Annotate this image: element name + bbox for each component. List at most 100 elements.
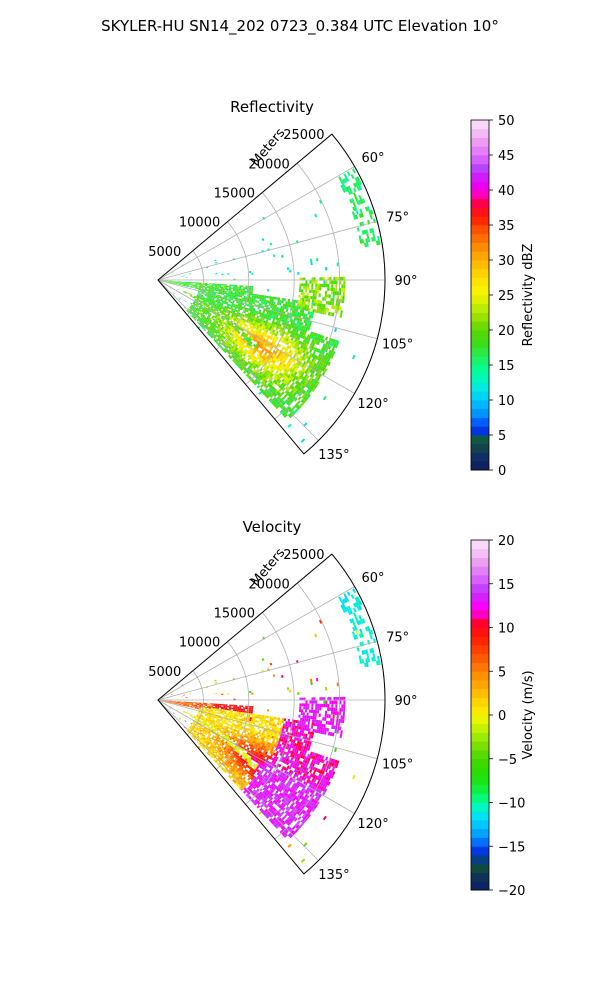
radar-gate (221, 332, 225, 336)
radar-gate (293, 765, 297, 769)
radar-gate (296, 390, 301, 395)
radar-gate (231, 293, 235, 296)
radar-gate (239, 771, 243, 775)
radar-gate (201, 745, 204, 749)
radar-gate (284, 314, 287, 318)
radar-gate (207, 294, 210, 297)
radar-gate (231, 729, 234, 733)
radar-gate (305, 286, 308, 290)
radar-gate (245, 362, 249, 366)
radar-gate (241, 758, 245, 762)
radar-gate (205, 284, 208, 287)
radar-gate (233, 715, 236, 718)
radar-gate (272, 329, 276, 333)
radar-gate (252, 740, 255, 744)
radar-gate (331, 732, 335, 737)
radar-gate (225, 287, 228, 289)
radar-gate (311, 387, 316, 393)
radar-gate (219, 338, 223, 341)
radar-gate (279, 354, 283, 358)
radar-gate (227, 751, 231, 754)
colorbar-tick-label: 5 (498, 429, 506, 444)
radar-gate (319, 703, 322, 708)
radar-gate (250, 711, 253, 714)
radar-gate (333, 707, 336, 712)
radar-gate (324, 768, 329, 773)
radar-gate (267, 755, 271, 759)
radar-gate (261, 734, 264, 738)
radar-gate (266, 794, 271, 798)
radar-gate (203, 282, 206, 284)
radar-gate (254, 321, 257, 325)
radar-gate (302, 726, 305, 731)
radar-gate (303, 721, 306, 725)
radar-gate (319, 773, 324, 779)
radar-gate (316, 780, 321, 785)
radar-gate (240, 763, 244, 767)
radar-gate (354, 602, 359, 607)
radar-gate (236, 348, 240, 352)
radar-gate (226, 330, 229, 333)
radar-gate (212, 325, 215, 328)
radar-gate (203, 328, 207, 332)
radar-gate (204, 294, 208, 297)
radar-gate (221, 284, 224, 286)
radar-gate (244, 338, 248, 342)
radar-gate (295, 766, 299, 770)
radar-gate (271, 321, 275, 325)
radar-gate (228, 300, 231, 303)
radar-gate (206, 309, 209, 312)
radar-gate (228, 747, 231, 750)
radar-gate (269, 298, 272, 302)
radar-gate (254, 329, 258, 333)
radar-gate (210, 325, 213, 328)
radar-gate (307, 718, 311, 723)
radar-gate (290, 751, 294, 755)
radar-gate (346, 171, 351, 177)
radar-gate (315, 340, 319, 345)
radar-gate (210, 306, 214, 309)
radar-gate (306, 355, 310, 360)
radar-gate (221, 335, 225, 339)
radar-gate (293, 311, 296, 315)
radar-gate (304, 817, 309, 822)
radar-gate (315, 783, 319, 788)
radar-gate (363, 229, 367, 235)
radar-gate (272, 311, 276, 315)
radar-gate (320, 362, 324, 367)
radar-gate (222, 348, 226, 352)
radar-gate (278, 822, 282, 827)
radar-gate (181, 275, 184, 277)
radar-gate (205, 293, 208, 296)
radar-gate (269, 296, 273, 299)
radar-gate (287, 401, 292, 406)
radar-gate (353, 635, 357, 640)
radar-gate (292, 739, 296, 744)
radar-gate (213, 744, 216, 747)
radar-gate (218, 746, 222, 750)
radar-gate (260, 809, 265, 813)
colorbar-tick-label: 40 (498, 184, 515, 199)
radar-gate (209, 334, 212, 338)
radar-gate (210, 287, 213, 290)
radar-gate (224, 332, 227, 336)
radar-gate (233, 314, 236, 317)
radar-gate (229, 755, 233, 758)
radar-gate (185, 703, 188, 705)
radar-gate (211, 283, 214, 285)
radar-gate (222, 712, 225, 714)
radar-gate (217, 307, 220, 310)
radar-gate (208, 297, 211, 299)
radar-gate (354, 196, 359, 202)
radar-gate (263, 728, 266, 732)
radar-gate (311, 789, 315, 795)
radar-gate (290, 777, 295, 782)
radar-gate (259, 807, 263, 812)
radar-gate (271, 721, 274, 724)
radar-gate (310, 715, 313, 720)
radar-gate (272, 364, 276, 368)
radar-gate (242, 292, 245, 295)
radar-gate (173, 702, 176, 704)
radar-gate (307, 298, 311, 303)
radar-gate (251, 327, 255, 331)
